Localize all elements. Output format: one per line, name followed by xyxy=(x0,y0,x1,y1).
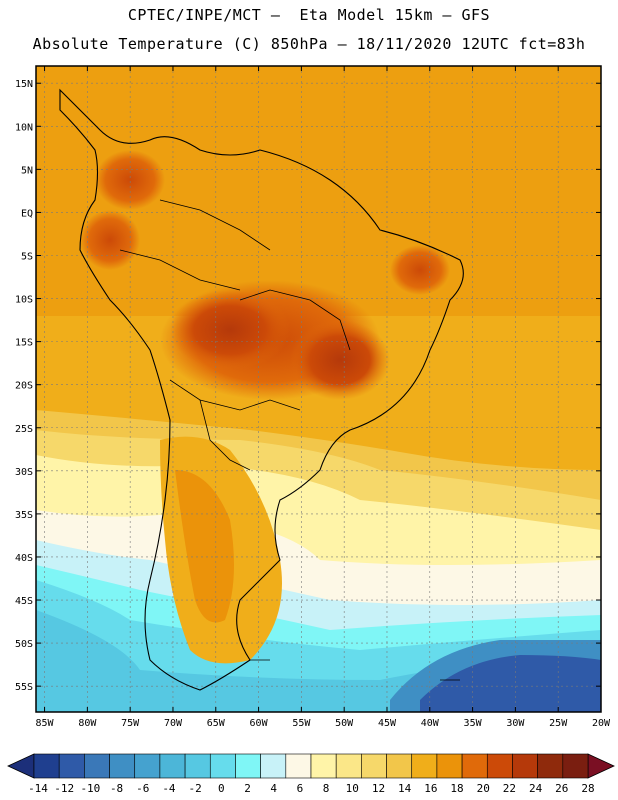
colorbar-label: -10 xyxy=(80,782,100,795)
lat-tick-label: EQ xyxy=(21,208,33,219)
lat-tick-label: 5S xyxy=(21,251,33,262)
colorbar-label: 6 xyxy=(297,782,304,795)
colorbar-label: 22 xyxy=(503,782,516,795)
lon-tick-label: 75W xyxy=(121,718,140,729)
colorbar-swatch xyxy=(134,753,161,779)
colorbar-label: 12 xyxy=(372,782,385,795)
lon-tick-label: 25W xyxy=(549,718,568,729)
lon-tick-label: 20W xyxy=(592,718,611,729)
colorbar-label: 4 xyxy=(270,782,277,795)
map-frame xyxy=(35,65,602,713)
lon-tick-label: 35W xyxy=(464,718,483,729)
colorbar-label: 28 xyxy=(581,782,594,795)
lat-tick-label: 5N xyxy=(21,165,33,176)
graticule xyxy=(36,66,601,712)
lon-tick-label: 55W xyxy=(292,718,311,729)
lat-tick-label: 55S xyxy=(15,682,33,693)
colorbar-swatch xyxy=(84,753,110,779)
latitude-axis: 15N 10N 5N EQ 5S 10S 15S 20S 25S 30S 35S 40S 45S 50S 5… xyxy=(15,79,601,693)
lat-tick-label: 10S xyxy=(15,295,33,306)
colorbar-swatch xyxy=(33,753,60,779)
lat-tick-label: 45S xyxy=(15,596,33,607)
colorbar-swatch xyxy=(109,753,136,779)
colorbar-swatch xyxy=(209,753,236,779)
colorbar-swatch xyxy=(184,753,211,779)
colorbar-label: 10 xyxy=(346,782,359,795)
lat-tick-label: 35S xyxy=(15,510,33,521)
lat-tick-label: 30S xyxy=(15,467,33,478)
lat-tick-label: 15S xyxy=(15,338,33,349)
colorbar-label: -4 xyxy=(162,782,176,795)
colorbar-label: 26 xyxy=(555,782,568,795)
colorbar-swatch xyxy=(436,753,463,779)
colorbar-label: 8 xyxy=(323,782,330,795)
colorbar-label: 14 xyxy=(398,782,412,795)
colorbar-swatch xyxy=(159,753,186,779)
colorbar-label: -12 xyxy=(54,782,74,795)
colorbar-swatch xyxy=(537,753,564,779)
temperature-field xyxy=(36,66,601,712)
colorbar-swatch xyxy=(335,753,362,779)
colorbar-label: -14 xyxy=(28,782,48,795)
lon-tick-label: 80W xyxy=(78,718,97,729)
map-title-line-1: CPTEC/INPE/MCT – Eta Model 15km – GFS xyxy=(127,6,491,24)
colorbar-under-arrow xyxy=(7,753,35,779)
colorbar-label: 18 xyxy=(450,782,463,795)
lon-tick-label: 60W xyxy=(250,718,269,729)
colorbar-swatch xyxy=(512,753,538,779)
lon-tick-label: 50W xyxy=(335,718,354,729)
lon-tick-label: 85W xyxy=(36,718,55,729)
colorbar-swatch xyxy=(285,753,312,779)
colorbar-label: 24 xyxy=(529,782,543,795)
colorbar-label: -2 xyxy=(189,782,202,795)
colorbar-swatch xyxy=(260,753,287,779)
coastlines xyxy=(59,88,464,691)
lon-tick-label: 65W xyxy=(207,718,226,729)
colorbar-swatch xyxy=(411,753,438,779)
colorbar-label: 0 xyxy=(218,782,225,795)
lat-tick-label: 25S xyxy=(15,424,33,435)
lat-tick-label: 40S xyxy=(15,553,33,564)
longitude-axis: 85W 80W 75W 70W 65W 60W 55W 50W 45W 40W 35W 30W 25W 2… xyxy=(36,66,611,729)
colorbar-label: -8 xyxy=(110,782,123,795)
lon-tick-label: 40W xyxy=(421,718,440,729)
lon-tick-label: 45W xyxy=(378,718,397,729)
colorbar-label: 16 xyxy=(424,782,437,795)
map-title-line-2: Absolute Temperature (C) 850hPa – 18/11/… xyxy=(32,35,586,53)
colorbar-swatch xyxy=(486,753,513,779)
lat-tick-label: 50S xyxy=(15,639,33,650)
lon-tick-label: 70W xyxy=(164,718,183,729)
colorbar-swatch xyxy=(461,753,488,779)
colorbar-legend: -14 -12 -10 -8 -6 -4 -2 0 2 4 6 8 10 12 14 16 18 20 22 24 26… xyxy=(7,753,615,795)
lat-tick-label: 20S xyxy=(15,381,33,392)
colorbar-swatch xyxy=(562,753,589,779)
colorbar-swatch xyxy=(361,753,387,779)
colorbar-label: 2 xyxy=(244,782,251,795)
colorbar-label: -6 xyxy=(136,782,149,795)
colorbar-over-arrow xyxy=(587,753,615,779)
colorbar-swatch xyxy=(58,753,85,779)
colorbar-swatch xyxy=(386,753,413,779)
lon-tick-label: 30W xyxy=(506,718,525,729)
colorbar-label: 20 xyxy=(477,782,490,795)
colorbar-swatch xyxy=(310,753,337,779)
lat-tick-label: 10N xyxy=(15,122,33,133)
lat-tick-label: 15N xyxy=(15,79,33,90)
colorbar-swatch xyxy=(235,753,261,779)
